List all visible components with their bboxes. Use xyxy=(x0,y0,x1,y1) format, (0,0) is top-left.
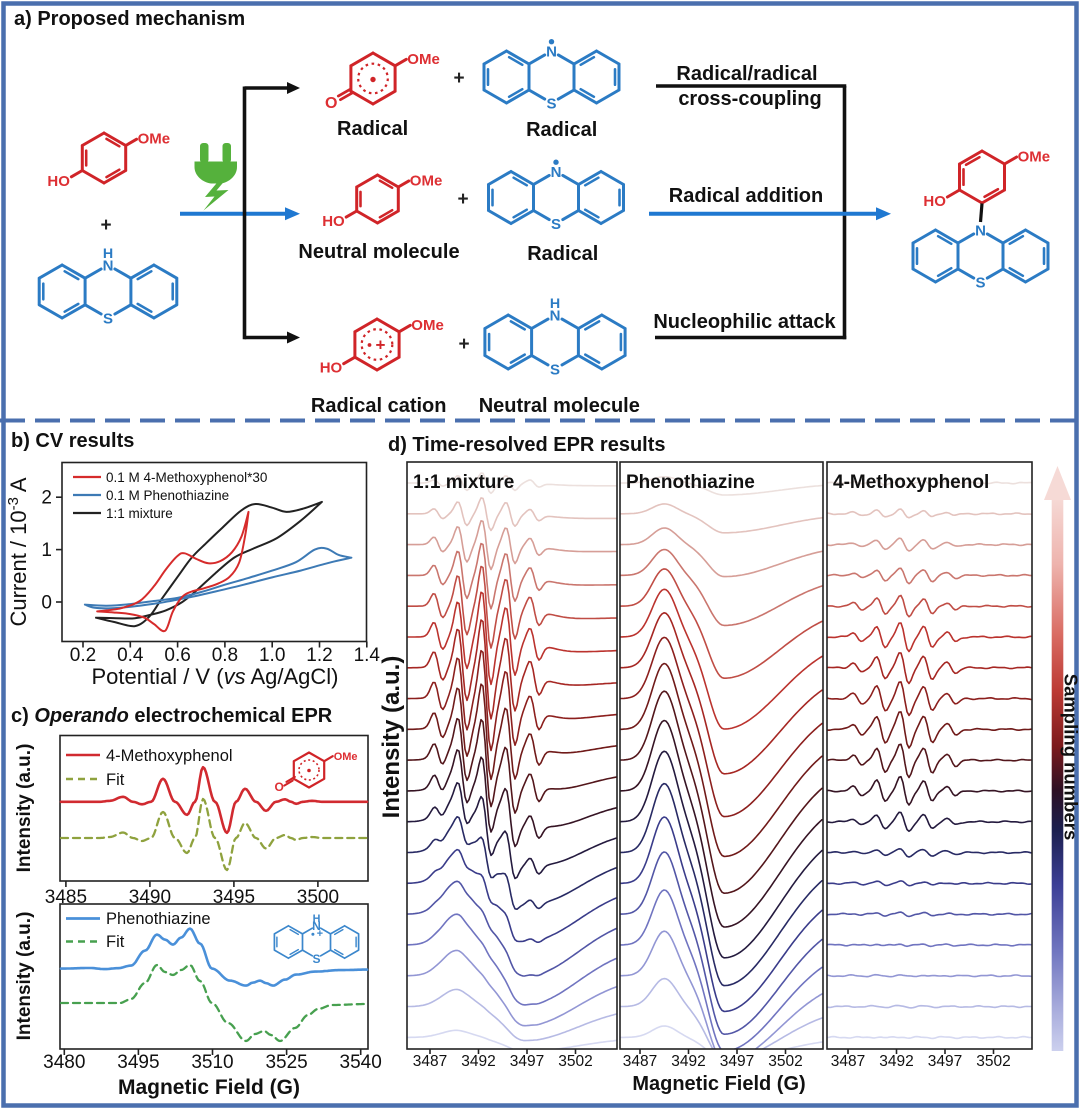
svg-text:Magnetic Field (G): Magnetic Field (G) xyxy=(632,1073,805,1095)
svg-text:Radical addition: Radical addition xyxy=(669,185,823,207)
svg-text:H: H xyxy=(313,913,321,925)
svg-text:3495: 3495 xyxy=(213,887,255,908)
svg-text:1:1 mixture: 1:1 mixture xyxy=(106,506,173,521)
svg-text:b) CV results: b) CV results xyxy=(11,430,134,452)
svg-text:3502: 3502 xyxy=(558,1053,592,1070)
svg-text:1.0: 1.0 xyxy=(259,645,285,666)
svg-text:3500: 3500 xyxy=(297,887,339,908)
svg-text:HO: HO xyxy=(923,193,946,210)
svg-text:+: + xyxy=(457,189,468,210)
svg-text:N: N xyxy=(551,164,562,181)
svg-text:S: S xyxy=(550,362,560,379)
svg-text:0.1 M Phenothiazine: 0.1 M Phenothiazine xyxy=(106,488,229,503)
svg-text:OMe: OMe xyxy=(410,172,443,189)
svg-text:Potential / V (vs Ag/AgCl): Potential / V (vs Ag/AgCl) xyxy=(91,664,338,689)
svg-text:Radical cation: Radical cation xyxy=(311,395,447,417)
svg-text:0.8: 0.8 xyxy=(212,645,238,666)
svg-text:3540: 3540 xyxy=(340,1052,382,1073)
svg-text:Radical: Radical xyxy=(337,118,408,140)
svg-text:3492: 3492 xyxy=(879,1053,913,1070)
svg-text:Nucleophilic attack: Nucleophilic attack xyxy=(653,311,836,333)
svg-text:3492: 3492 xyxy=(671,1053,705,1070)
svg-text:3487: 3487 xyxy=(623,1053,657,1070)
svg-text:OMe: OMe xyxy=(407,51,440,68)
svg-text:+: + xyxy=(100,215,111,236)
svg-text:Fit: Fit xyxy=(106,771,125,789)
svg-text:cross-coupling: cross-coupling xyxy=(678,88,821,110)
svg-text:S: S xyxy=(546,96,556,113)
svg-text:S: S xyxy=(103,311,113,328)
svg-text:HO: HO xyxy=(320,360,343,377)
svg-text:S: S xyxy=(551,216,561,233)
svg-text:0.2: 0.2 xyxy=(70,645,96,666)
svg-text:O: O xyxy=(274,780,283,794)
svg-text:3495: 3495 xyxy=(117,1052,159,1073)
svg-text:HO: HO xyxy=(322,213,345,230)
svg-text:Intensity (a.u.): Intensity (a.u.) xyxy=(378,656,405,819)
svg-text:O: O xyxy=(325,95,337,112)
svg-text:4-Methoxyphenol: 4-Methoxyphenol xyxy=(106,747,233,765)
svg-text:Intensity (a.u.): Intensity (a.u.) xyxy=(14,744,35,873)
svg-text:N: N xyxy=(975,222,986,239)
svg-text:3510: 3510 xyxy=(191,1052,233,1073)
svg-text:OMe: OMe xyxy=(411,317,444,334)
svg-text:d) Time-resolved EPR results: d) Time-resolved EPR results xyxy=(388,434,666,456)
svg-text:Radical: Radical xyxy=(527,243,598,265)
svg-text:Radical/radical: Radical/radical xyxy=(676,63,817,85)
svg-text:3497: 3497 xyxy=(928,1053,962,1070)
svg-text:+: + xyxy=(376,336,386,355)
svg-text:+: + xyxy=(453,68,464,89)
svg-text:Fit: Fit xyxy=(106,933,125,951)
svg-text:N: N xyxy=(103,257,114,274)
svg-text:Neutral molecule: Neutral molecule xyxy=(298,241,459,263)
svg-text:4-Methoxyphenol: 4-Methoxyphenol xyxy=(833,472,989,493)
svg-text:3497: 3497 xyxy=(510,1053,544,1070)
svg-text:+: + xyxy=(317,928,323,940)
svg-text:Sampling numbers: Sampling numbers xyxy=(1061,674,1080,841)
svg-text:Phenothiazine: Phenothiazine xyxy=(106,910,211,928)
svg-text:3502: 3502 xyxy=(976,1053,1010,1070)
svg-text:2: 2 xyxy=(41,488,52,509)
svg-text:N: N xyxy=(312,919,321,933)
svg-text:1: 1 xyxy=(41,540,52,561)
svg-text:3487: 3487 xyxy=(831,1053,865,1070)
svg-text:H: H xyxy=(550,296,560,312)
svg-text:Radical: Radical xyxy=(526,119,597,141)
svg-text:+: + xyxy=(458,334,469,355)
svg-text:3480: 3480 xyxy=(43,1052,85,1073)
svg-text:1.4: 1.4 xyxy=(354,645,381,666)
svg-text:0.1 M 4-Methoxyphenol*30: 0.1 M 4-Methoxyphenol*30 xyxy=(106,470,267,485)
svg-text:a) Proposed mechanism: a) Proposed mechanism xyxy=(14,8,245,30)
svg-text:S: S xyxy=(975,275,985,292)
svg-text:3485: 3485 xyxy=(45,887,87,908)
svg-text:Phenothiazine: Phenothiazine xyxy=(626,472,755,493)
svg-text:3525: 3525 xyxy=(265,1052,307,1073)
svg-text:3490: 3490 xyxy=(129,887,171,908)
svg-text:3497: 3497 xyxy=(720,1053,754,1070)
svg-text:0.4: 0.4 xyxy=(117,645,144,666)
svg-text:1:1 mixture: 1:1 mixture xyxy=(413,472,514,493)
svg-text:HO: HO xyxy=(47,173,70,190)
svg-text:3487: 3487 xyxy=(413,1053,447,1070)
svg-text:0: 0 xyxy=(41,593,52,614)
svg-text:c) Operando electrochemical EP: c) Operando electrochemical EPR xyxy=(11,705,333,727)
svg-text:OMe: OMe xyxy=(1018,149,1051,166)
svg-text:0.6: 0.6 xyxy=(164,645,190,666)
svg-text:Neutral molecule: Neutral molecule xyxy=(479,395,640,417)
svg-text:1.2: 1.2 xyxy=(306,645,332,666)
svg-text:S: S xyxy=(312,952,320,966)
svg-text:Intensity (a.u.): Intensity (a.u.) xyxy=(14,912,35,1041)
svg-text:OMe: OMe xyxy=(138,131,171,148)
svg-text:H: H xyxy=(103,246,113,262)
svg-text:N: N xyxy=(546,43,557,60)
svg-text:N: N xyxy=(550,307,561,324)
svg-text:3492: 3492 xyxy=(461,1053,495,1070)
svg-text:Magnetic Field (G): Magnetic Field (G) xyxy=(118,1076,300,1099)
svg-text:3502: 3502 xyxy=(768,1053,802,1070)
svg-text:OMe: OMe xyxy=(334,751,358,763)
